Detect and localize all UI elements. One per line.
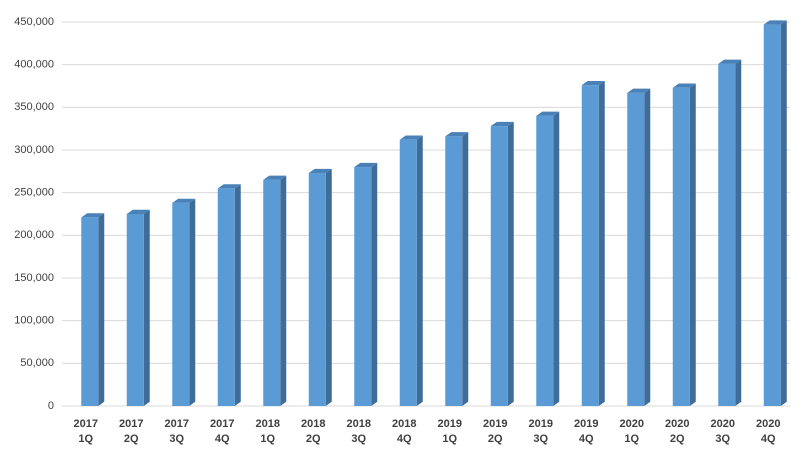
- bar-top: [627, 88, 651, 93]
- bar: [308, 173, 326, 406]
- bar: [581, 85, 599, 406]
- bar-top: [490, 121, 514, 127]
- y-tick-label: 0: [48, 400, 54, 412]
- bar-side: [644, 88, 651, 407]
- bar-top: [217, 184, 241, 189]
- bar-side: [553, 111, 560, 407]
- bar-side: [416, 135, 423, 406]
- bar: [672, 87, 690, 406]
- bar: [627, 92, 645, 407]
- y-tick-label: 400,000: [14, 59, 54, 71]
- x-tick-label: 4Q: [215, 433, 230, 445]
- x-tick-label: 2017: [210, 418, 234, 430]
- x-tick-label: 1Q: [624, 433, 639, 445]
- x-tick-label: 2Q: [306, 433, 321, 445]
- x-tick-label: 2019: [574, 418, 598, 430]
- bar-top: [718, 59, 742, 64]
- x-tick-label: 2018: [301, 418, 325, 430]
- y-tick-label: 450,000: [14, 16, 54, 28]
- bar-side: [325, 168, 332, 406]
- x-tick-label: 2018: [392, 418, 416, 430]
- x-tick-label: 3Q: [169, 433, 184, 445]
- bar-top: [308, 168, 332, 174]
- bar: [763, 24, 781, 407]
- x-tick-label: 2020: [711, 418, 735, 430]
- bar-top: [763, 20, 787, 25]
- bar-top: [354, 162, 378, 168]
- bar-side: [462, 132, 469, 406]
- bar-top: [263, 175, 287, 180]
- bar: [263, 179, 281, 406]
- bar-top: [81, 213, 105, 218]
- x-tick-label: 2020: [620, 418, 644, 430]
- x-tick-label: 3Q: [715, 433, 730, 445]
- bar-side: [371, 162, 378, 406]
- x-tick-label: 2019: [483, 418, 507, 430]
- x-tick-label: 2018: [256, 418, 280, 430]
- bar: [490, 126, 508, 407]
- x-tick-label: 4Q: [397, 433, 412, 445]
- x-tick-label: 3Q: [351, 433, 366, 445]
- bar-side: [598, 80, 605, 407]
- x-tick-label: 1Q: [442, 433, 457, 445]
- x-tick-label: 2017: [165, 418, 189, 430]
- y-tick-label: 350,000: [14, 101, 54, 113]
- bar-side: [234, 184, 241, 406]
- bar-side: [280, 175, 287, 406]
- bar-side: [735, 59, 742, 406]
- x-tick-label: 4Q: [579, 433, 594, 445]
- x-tick-label: 2Q: [124, 433, 139, 445]
- bar-side: [143, 209, 150, 406]
- x-tick-label: 1Q: [78, 433, 93, 445]
- y-tick-label: 250,000: [14, 187, 54, 199]
- x-tick-label: 2020: [756, 418, 780, 430]
- bar: [126, 214, 144, 406]
- bar: [399, 139, 417, 406]
- bar-top: [445, 132, 469, 137]
- y-tick-label: 100,000: [14, 315, 54, 327]
- x-tick-label: 2019: [438, 418, 462, 430]
- bar-side: [780, 20, 787, 407]
- bar-top: [581, 80, 605, 86]
- bar-top: [399, 135, 423, 140]
- x-tick-label: 2Q: [670, 433, 685, 445]
- x-tick-label: 4Q: [761, 433, 776, 445]
- y-tick-label: 200,000: [14, 229, 54, 241]
- x-tick-label: 2017: [119, 418, 143, 430]
- bar: [217, 188, 235, 406]
- bar: [354, 167, 372, 406]
- x-tick-label: 1Q: [260, 433, 275, 445]
- bar: [445, 136, 463, 406]
- y-tick-label: 150,000: [14, 272, 54, 284]
- bar: [536, 115, 554, 406]
- x-tick-label: 2018: [347, 418, 371, 430]
- x-tick-label: 2017: [74, 418, 98, 430]
- bar-top: [672, 83, 696, 88]
- bar-top: [536, 111, 560, 116]
- bar: [718, 63, 736, 407]
- bar-side: [689, 83, 696, 407]
- bar-side: [189, 198, 196, 406]
- bar-top: [126, 209, 150, 214]
- x-tick-label: 2020: [665, 418, 689, 430]
- bar-top: [172, 198, 196, 203]
- bar: [81, 217, 99, 406]
- bar-side: [98, 213, 105, 406]
- bar: [172, 202, 190, 406]
- x-tick-label: 2019: [529, 418, 553, 430]
- bar-side: [507, 121, 514, 406]
- y-tick-label: 50,000: [20, 357, 54, 369]
- y-tick-label: 300,000: [14, 144, 54, 156]
- x-tick-label: 2Q: [488, 433, 503, 445]
- x-tick-label: 3Q: [533, 433, 548, 445]
